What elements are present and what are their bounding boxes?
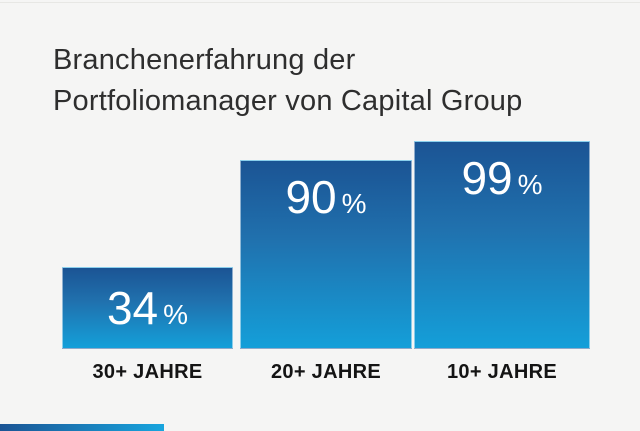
chart-title: Branchenerfahrung der Portfoliomanager v… [53, 40, 522, 122]
percent-sign: % [517, 169, 543, 200]
bar-value-30-jahre: 34 % [107, 281, 188, 335]
percent-sign: % [163, 299, 189, 330]
bar-value-number: 34 [106, 282, 159, 334]
bar-20-jahre: 90 % [240, 160, 412, 349]
top-divider [0, 2, 640, 3]
bar-10-jahre: 99 % [414, 141, 590, 349]
bar-value-number: 99 [461, 152, 513, 204]
percent-sign: % [341, 188, 367, 219]
bar-category-label-30-jahre: 30+ JAHRE [92, 361, 203, 383]
bottom-accent-strip [0, 424, 164, 431]
bar-value-number: 90 [285, 171, 337, 223]
chart-title-line-1: Branchenerfahrung der [53, 44, 356, 76]
bar-30-jahre: 34 % [62, 267, 233, 349]
bar-value-20-jahre: 90 % [285, 170, 366, 224]
bar-category-label-20-jahre: 20+ JAHRE [271, 361, 381, 383]
bar-category-label-10-jahre: 10+ JAHRE [447, 361, 557, 383]
chart-title-line-2: Portfoliomanager von Capital Group [53, 85, 523, 117]
bar-value-10-jahre: 99 % [461, 151, 542, 205]
